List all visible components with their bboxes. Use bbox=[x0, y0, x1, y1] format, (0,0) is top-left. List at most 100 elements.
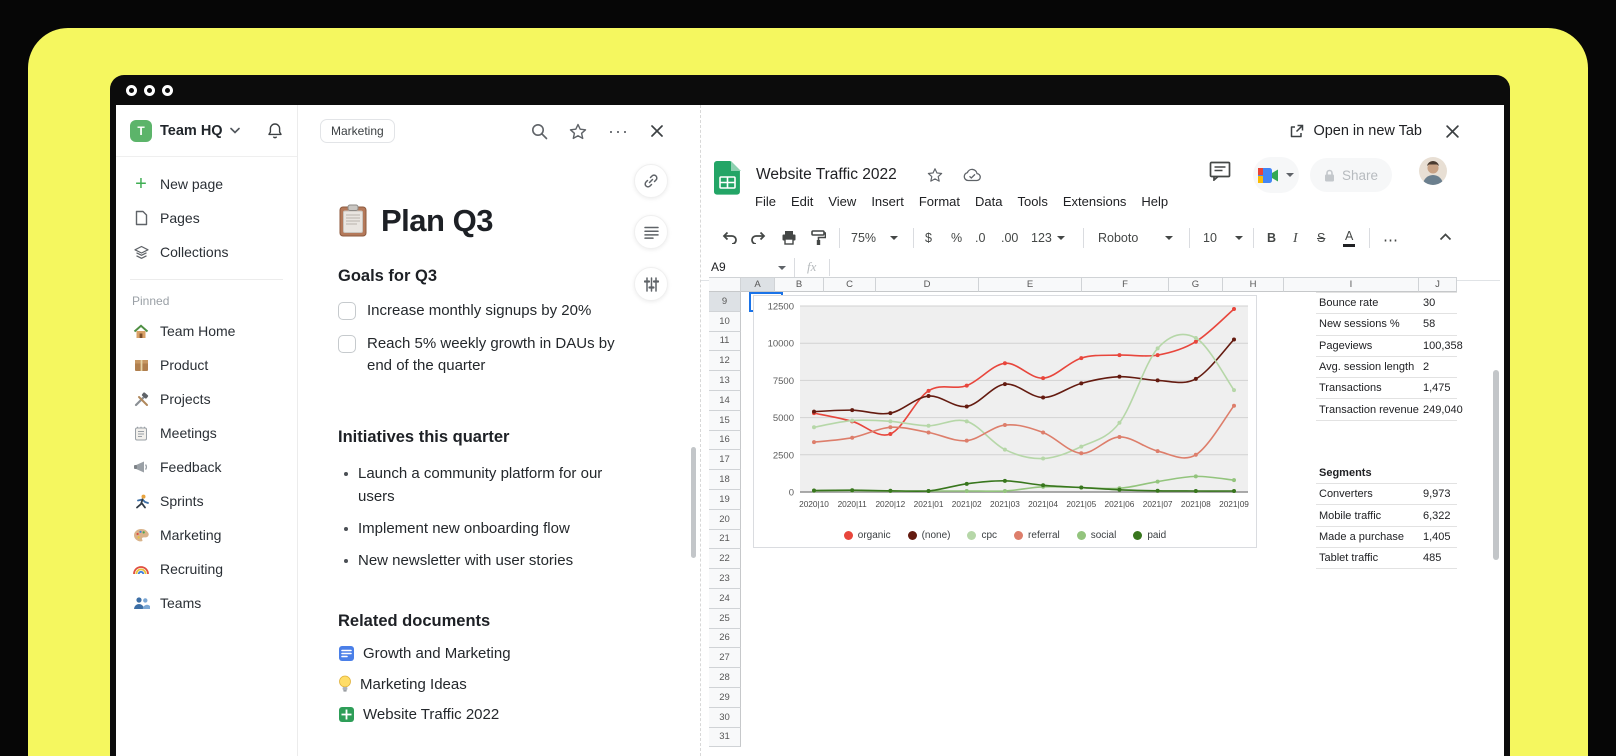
collapse-toolbar-icon[interactable] bbox=[1439, 233, 1452, 241]
row-header-31[interactable]: 31 bbox=[709, 727, 741, 748]
related-doc-link[interactable]: Growth and Marketing bbox=[338, 645, 648, 662]
sidebar-item-sprints[interactable]: Sprints bbox=[124, 484, 289, 518]
undo-icon[interactable] bbox=[721, 230, 737, 244]
share-button[interactable]: Share bbox=[1310, 158, 1392, 192]
sidebar-item-recruiting[interactable]: Recruiting bbox=[124, 552, 289, 586]
spreadsheet-title[interactable]: Website Traffic 2022 bbox=[756, 166, 897, 183]
column-header-G[interactable]: G bbox=[1169, 277, 1223, 292]
comment-icon[interactable] bbox=[1209, 161, 1231, 181]
sidebar-item-feedback[interactable]: Feedback bbox=[124, 450, 289, 484]
sidebar-item-pages[interactable]: Pages bbox=[124, 201, 289, 235]
row-header-16[interactable]: 16 bbox=[709, 430, 741, 451]
zoom-select[interactable]: 75% bbox=[851, 231, 899, 245]
workspace-avatar[interactable]: T bbox=[130, 119, 152, 142]
column-header-J[interactable]: J bbox=[1419, 277, 1457, 292]
text-color-button[interactable]: A bbox=[1343, 229, 1356, 247]
menu-data[interactable]: Data bbox=[975, 194, 1003, 209]
stat-row[interactable]: New sessions % 58 bbox=[1316, 314, 1457, 336]
star-icon[interactable] bbox=[569, 123, 587, 140]
related-doc-link[interactable]: Marketing Ideas bbox=[338, 675, 648, 693]
row-header-12[interactable]: 12 bbox=[709, 351, 741, 372]
stat-row[interactable]: Transaction revenue 249,040 bbox=[1316, 399, 1463, 421]
strikethrough-button[interactable]: S bbox=[1317, 231, 1326, 245]
toolbar-more-icon[interactable]: ⋯ bbox=[1383, 232, 1398, 249]
sheet-scrollbar[interactable] bbox=[1493, 370, 1499, 560]
name-box[interactable]: A9 bbox=[711, 260, 726, 274]
related-doc-link[interactable]: Website Traffic 2022 bbox=[338, 706, 648, 723]
segment-row[interactable]: Mobile traffic 6,322 bbox=[1316, 505, 1457, 527]
menu-view[interactable]: View bbox=[828, 194, 857, 209]
breadcrumb[interactable]: Marketing bbox=[320, 119, 395, 143]
decrease-decimals-button[interactable]: .0 bbox=[975, 231, 986, 245]
close-icon[interactable] bbox=[650, 124, 664, 138]
row-header-15[interactable]: 15 bbox=[709, 410, 741, 431]
menu-file[interactable]: File bbox=[755, 194, 776, 209]
sidebar-item-meetings[interactable]: Meetings bbox=[124, 416, 289, 450]
open-in-new-tab-button[interactable]: Open in new Tab bbox=[1289, 123, 1422, 139]
row-header-13[interactable]: 13 bbox=[709, 371, 741, 391]
formula-input-cursor[interactable] bbox=[829, 259, 830, 276]
menu-extensions[interactable]: Extensions bbox=[1062, 194, 1127, 209]
row-header-22[interactable]: 22 bbox=[709, 549, 741, 570]
more-formats-button[interactable]: 123 bbox=[1031, 231, 1065, 245]
increase-decimals-button[interactable]: .00 bbox=[1001, 231, 1019, 245]
menu-edit[interactable]: Edit bbox=[790, 194, 814, 209]
sidebar-item-marketing[interactable]: Marketing bbox=[124, 518, 289, 552]
sidebar-item-teams[interactable]: Teams bbox=[124, 586, 289, 620]
format-currency-button[interactable]: $ bbox=[925, 231, 932, 245]
column-header-I[interactable]: I bbox=[1284, 277, 1419, 292]
segment-row[interactable]: Converters 9,973 bbox=[1316, 484, 1457, 506]
row-header-24[interactable]: 24 bbox=[709, 589, 741, 609]
column-header-C[interactable]: C bbox=[824, 277, 876, 292]
column-header-B[interactable]: B bbox=[775, 277, 824, 292]
embedded-chart[interactable]: 0 2500 5000 7500 10000 12500 2020|10 2020|11 202… bbox=[753, 295, 1257, 548]
sidebar-item-new-page[interactable]: + New page bbox=[124, 167, 289, 201]
menu-insert[interactable]: Insert bbox=[871, 194, 904, 209]
sidebar-item-projects[interactable]: Projects bbox=[124, 382, 289, 416]
page-title[interactable]: Plan Q3 bbox=[381, 203, 493, 238]
row-header-18[interactable]: 18 bbox=[709, 470, 741, 490]
format-percent-button[interactable]: % bbox=[951, 231, 963, 245]
column-header-A[interactable]: A bbox=[741, 277, 775, 292]
window-control-icon[interactable] bbox=[162, 84, 173, 96]
print-icon[interactable] bbox=[781, 230, 797, 245]
search-icon[interactable] bbox=[531, 123, 548, 140]
stat-row[interactable]: Transactions 1,475 bbox=[1316, 378, 1457, 400]
font-select[interactable]: Roboto bbox=[1098, 231, 1173, 245]
menu-format[interactable]: Format bbox=[918, 194, 960, 209]
sidebar-item-collections[interactable]: Collections bbox=[124, 235, 289, 269]
workspace-name[interactable]: Team HQ bbox=[160, 122, 223, 139]
column-header-H[interactable]: H bbox=[1223, 277, 1284, 292]
paint-format-icon[interactable] bbox=[811, 230, 826, 246]
redo-icon[interactable] bbox=[751, 230, 767, 244]
row-header-26[interactable]: 26 bbox=[709, 628, 741, 649]
sidebar-item-product[interactable]: Product bbox=[124, 348, 289, 382]
cloud-check-icon[interactable] bbox=[963, 167, 981, 183]
checkbox[interactable] bbox=[338, 335, 356, 353]
row-header-14[interactable]: 14 bbox=[709, 391, 741, 411]
row-header-25[interactable]: 25 bbox=[709, 608, 741, 629]
row-header-21[interactable]: 21 bbox=[709, 529, 741, 550]
tune-button[interactable] bbox=[634, 267, 668, 301]
checkbox[interactable] bbox=[338, 302, 356, 320]
row-header-20[interactable]: 20 bbox=[709, 509, 741, 530]
row-header-11[interactable]: 11 bbox=[709, 331, 741, 352]
segment-row[interactable]: Made a purchase 1,405 bbox=[1316, 527, 1457, 548]
grid-corner[interactable] bbox=[709, 277, 741, 292]
column-header-F[interactable]: F bbox=[1082, 277, 1169, 292]
row-header-10[interactable]: 10 bbox=[709, 311, 741, 332]
row-header-9[interactable]: 9 bbox=[709, 292, 741, 312]
copy-link-button[interactable] bbox=[634, 164, 668, 198]
sidebar-item-team-home[interactable]: Team Home bbox=[124, 314, 289, 348]
window-control-icon[interactable] bbox=[126, 84, 137, 96]
outline-button[interactable] bbox=[634, 215, 668, 249]
column-header-D[interactable]: D bbox=[876, 277, 979, 292]
avatar[interactable] bbox=[1419, 157, 1447, 185]
row-header-30[interactable]: 30 bbox=[709, 707, 741, 728]
font-size-select[interactable]: 10 bbox=[1203, 231, 1243, 245]
bold-button[interactable]: B bbox=[1267, 231, 1277, 245]
window-control-icon[interactable] bbox=[144, 84, 155, 96]
ellipsis-icon[interactable]: ··· bbox=[608, 120, 629, 141]
row-header-29[interactable]: 29 bbox=[709, 688, 741, 708]
